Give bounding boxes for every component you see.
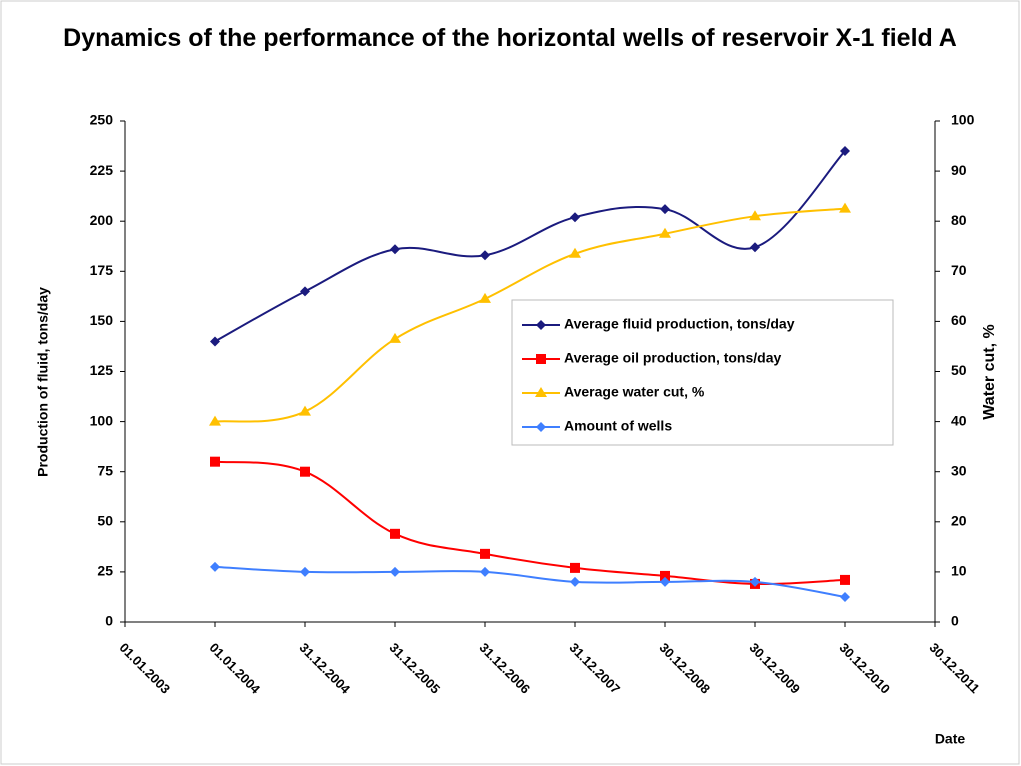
marker	[390, 566, 400, 577]
marker	[389, 332, 401, 343]
marker	[839, 202, 851, 213]
x-tick-label: 31.12.2004	[296, 640, 353, 697]
y2-tick-label: 40	[951, 412, 967, 428]
y2-tick-label: 30	[951, 462, 967, 478]
y2-tick-label: 0	[951, 613, 959, 629]
marker	[840, 591, 850, 602]
y-tick-label: 100	[90, 412, 114, 428]
y2-tick-label: 90	[951, 162, 967, 178]
marker	[210, 336, 220, 347]
y-tick-label: 25	[97, 563, 113, 579]
marker	[209, 415, 221, 426]
marker	[660, 576, 670, 587]
y2-tick-label: 50	[951, 362, 967, 378]
x-tick-label: 30.12.2011	[926, 640, 982, 696]
marker	[659, 227, 671, 238]
legend-label: Average oil production, tons/day	[564, 350, 782, 366]
x-tick-label: 30.12.2008	[656, 640, 713, 697]
marker	[390, 528, 400, 539]
marker	[569, 247, 581, 258]
x-axis-label: Date	[935, 731, 966, 747]
marker	[300, 466, 310, 477]
y2-tick-label: 70	[951, 262, 967, 278]
x-tick-label: 31.12.2005	[386, 640, 443, 697]
y2-tick-label: 80	[951, 212, 967, 228]
marker	[479, 292, 491, 303]
y-tick-label: 175	[90, 262, 114, 278]
legend: Average fluid production, tons/day Averag…	[511, 299, 894, 446]
marker	[749, 210, 761, 221]
marker	[480, 548, 490, 559]
marker	[210, 456, 220, 467]
y2-axis-label: Water cut, %	[981, 324, 998, 419]
marker	[535, 387, 547, 397]
marker	[750, 242, 760, 253]
marker	[390, 244, 400, 255]
y2-tick-label: 100	[951, 112, 975, 128]
legend-box	[511, 299, 894, 446]
y-tick-label: 200	[90, 212, 114, 228]
marker	[840, 146, 850, 157]
marker	[660, 204, 670, 215]
marker	[840, 574, 850, 585]
marker	[660, 570, 670, 581]
marker	[570, 562, 580, 573]
y-tick-label: 0	[105, 613, 113, 629]
y-tick-label: 75	[97, 462, 113, 478]
y-tick-label: 225	[90, 162, 114, 178]
marker	[480, 566, 490, 577]
y-axis-label: Production of fluid, tons/day	[35, 287, 51, 477]
marker	[480, 250, 490, 261]
marker	[536, 422, 546, 432]
legend-label: Average fluid production, tons/day	[564, 316, 795, 332]
x-tick-label: 30.12.2010	[836, 640, 893, 697]
marker	[300, 566, 310, 577]
marker	[300, 286, 310, 297]
x-tick-label: 31.12.2006	[476, 640, 533, 697]
marker	[536, 320, 546, 330]
y2-tick-label: 10	[951, 563, 967, 579]
marker	[750, 576, 760, 587]
x-tick-label: 01.01.2004	[206, 640, 263, 697]
y-tick-label: 50	[97, 513, 113, 529]
series-line	[214, 565, 846, 598]
series-line	[214, 460, 846, 586]
legend-label: Average water cut, %	[564, 384, 705, 400]
x-tick-label: 31.12.2007	[566, 640, 623, 697]
x-tick-label: 30.12.2009	[746, 640, 803, 697]
chart-title: Dynamics of the performance of the horiz…	[63, 24, 957, 52]
y-tick-label: 150	[90, 312, 114, 328]
y-tick-label: 125	[90, 362, 114, 378]
x-tick-label: 01.01.2003	[116, 640, 173, 697]
marker	[570, 576, 580, 587]
series-line	[214, 207, 846, 423]
y2-tick-label: 20	[951, 513, 967, 529]
y2-tick-label: 60	[951, 312, 967, 328]
marker	[210, 561, 220, 572]
marker	[299, 405, 311, 416]
legend-label: Amount of wells	[564, 418, 672, 434]
marker	[536, 354, 546, 364]
y-tick-label: 250	[90, 112, 114, 128]
marker	[570, 212, 580, 223]
